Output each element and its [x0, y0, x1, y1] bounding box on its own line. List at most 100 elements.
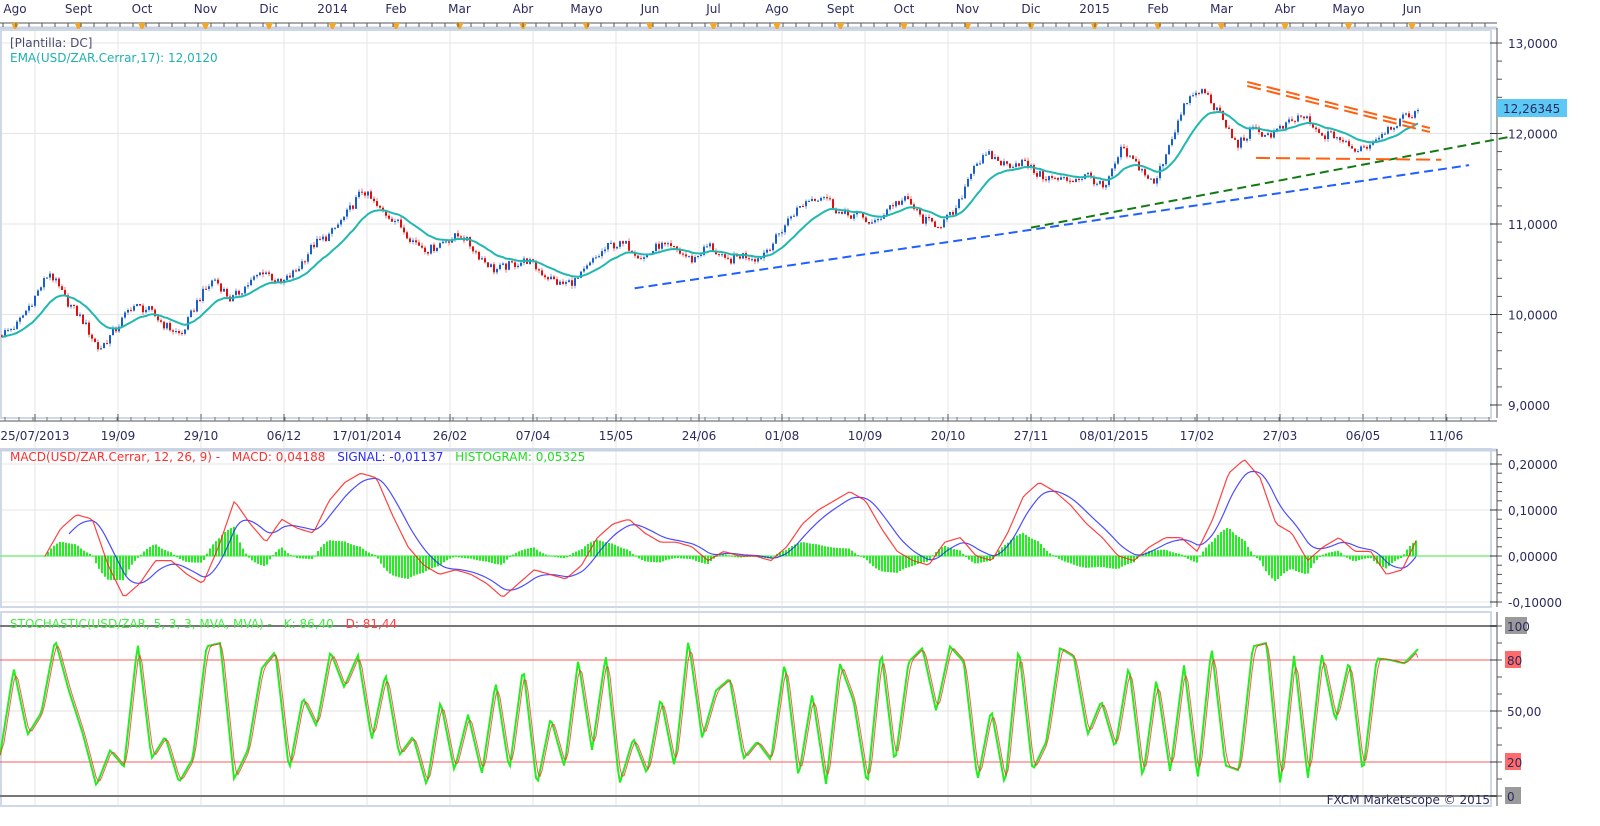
candle-body [418, 242, 420, 246]
histogram-bar [1298, 556, 1300, 573]
histogram-bar [1181, 554, 1183, 556]
stochastic-pane[interactable] [0, 625, 1497, 797]
histogram-bar [416, 556, 418, 575]
month-marker-icon [11, 23, 19, 31]
candle-body [1291, 119, 1293, 121]
candle-body [256, 275, 258, 277]
candle-body [76, 305, 78, 316]
histogram-bar [974, 556, 976, 564]
histogram-bar [770, 556, 772, 559]
candle-body [847, 210, 849, 216]
candle-body [1213, 103, 1215, 110]
histogram-bar [236, 534, 238, 556]
histogram-bar [692, 556, 694, 560]
candle-body [1063, 177, 1065, 179]
candle-body [958, 199, 960, 209]
histogram-bar [1046, 550, 1048, 556]
histogram-bar [176, 556, 178, 558]
candle-body [1234, 138, 1236, 140]
candle-body [919, 209, 921, 215]
histogram-bar [506, 556, 508, 560]
candle-body [238, 290, 240, 295]
candle-body [832, 199, 834, 209]
candle-body [955, 208, 957, 215]
candle-body [1045, 179, 1047, 181]
candle-body [613, 242, 615, 249]
histogram-bar [932, 555, 934, 556]
histogram-bar [1007, 542, 1009, 556]
histogram-bar [407, 556, 409, 579]
month-marker-icon [646, 23, 654, 31]
candle-body [901, 200, 903, 205]
candle-body [130, 309, 132, 311]
candle-body [442, 241, 444, 244]
candle-body [319, 238, 321, 240]
candle-body [253, 276, 255, 280]
histogram-bar [353, 545, 355, 556]
candle-body [472, 246, 474, 252]
histogram-bar [578, 550, 580, 556]
histogram-bar [185, 556, 187, 562]
candle-body [301, 261, 303, 269]
histogram-bar [1025, 534, 1027, 556]
histogram-bar [1028, 536, 1030, 556]
histogram-bar [977, 556, 979, 564]
histogram-bar [143, 551, 145, 556]
histogram-bar [539, 551, 541, 556]
histogram-bar [344, 541, 346, 556]
histogram-bar [737, 556, 739, 558]
histogram-bar [725, 554, 727, 556]
candle-body [748, 258, 750, 260]
candle-body [379, 205, 381, 208]
candle-body [136, 304, 138, 307]
month-label: Dic [259, 2, 278, 16]
candle-body [484, 258, 486, 263]
histogram-bar [860, 556, 862, 557]
candle-body [139, 304, 141, 306]
date-tick-label: 15/05 [599, 429, 634, 443]
histogram-bar [869, 556, 871, 564]
candle-body [469, 236, 471, 247]
histogram-bar [962, 553, 964, 556]
histogram-bar [191, 556, 193, 563]
histogram-bar [848, 548, 850, 556]
candle-body [145, 309, 147, 313]
stochastic-tick-label: 50,00 [1507, 705, 1541, 719]
candle-body [571, 280, 573, 286]
macd-pane[interactable] [0, 459, 1491, 597]
candle-body [604, 249, 606, 252]
candle-body [1156, 178, 1158, 184]
histogram-bar [617, 546, 619, 556]
candle-body [739, 256, 741, 259]
histogram-bar [158, 546, 160, 556]
month-marker-icon [1027, 23, 1035, 31]
date-tick-label: 17/01/2014 [332, 429, 401, 443]
histogram-bar [467, 556, 469, 559]
candle-body [1153, 178, 1155, 184]
candle-body [22, 315, 24, 318]
candle-body [1195, 92, 1197, 96]
histogram-bar [1304, 556, 1306, 574]
histogram-bar [473, 556, 475, 560]
histogram-bar [1070, 556, 1072, 564]
candle-body [685, 254, 687, 257]
histogram-bar [452, 556, 454, 558]
candle-body [481, 258, 483, 260]
candle-body [1273, 131, 1275, 138]
candle-body [871, 222, 873, 224]
histogram-bar [599, 540, 601, 556]
histogram-bar [956, 549, 958, 556]
price-pane[interactable] [1, 80, 1509, 352]
histogram-bar [587, 544, 589, 556]
date-tick-label: 06/05 [1346, 429, 1381, 443]
candle-body [64, 289, 66, 296]
histogram-bar [1313, 556, 1315, 564]
histogram-bar [134, 556, 136, 561]
candle-body [904, 196, 906, 201]
candle-body [805, 201, 807, 207]
histogram-bar [1106, 556, 1108, 568]
histogram-bar [983, 556, 985, 562]
histogram-bar [698, 556, 700, 563]
histogram-bar [386, 556, 388, 571]
